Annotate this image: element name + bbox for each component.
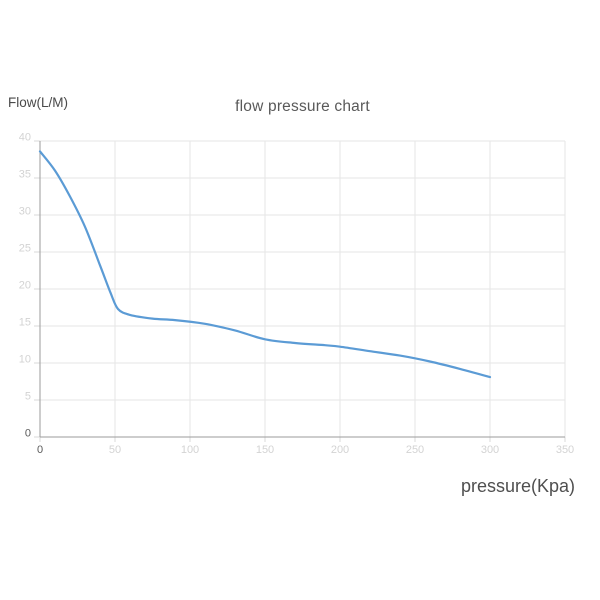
y-tick-label: 5 <box>24 390 31 403</box>
y-tick-label: 30 <box>18 205 31 218</box>
x-tick-label: 350 <box>555 444 575 456</box>
chart-title: flow pressure chart <box>235 98 370 115</box>
y-tick-label: 15 <box>18 316 31 329</box>
flow-series-line <box>38 150 492 379</box>
y-tick-label: 10 <box>18 353 31 366</box>
y-tick-label: 35 <box>18 168 31 181</box>
y-tick-label: 25 <box>18 242 31 255</box>
y-tick-label: 0 <box>24 427 31 440</box>
x-tick-label: 150 <box>255 444 275 456</box>
y-tick-label: 40 <box>18 131 31 144</box>
x-tick-label: 200 <box>330 444 350 456</box>
x-tick-label: 0 <box>36 444 44 456</box>
x-tick-label: 300 <box>480 444 500 456</box>
x-tick-label: 100 <box>180 444 200 456</box>
x-axis-label: pressure(Kpa) <box>460 476 575 496</box>
x-tick-label: 50 <box>108 444 122 456</box>
y-tick-label: 20 <box>18 279 31 292</box>
x-tick-label: 250 <box>405 444 425 456</box>
y-axis-label: Flow(L/M) <box>8 95 68 110</box>
